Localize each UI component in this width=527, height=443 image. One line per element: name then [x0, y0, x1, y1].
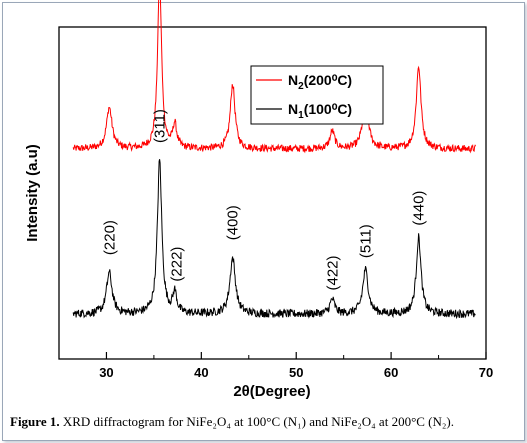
figure-caption: Figure 1. XRD diffractogram for NiFe₂O₄ … — [10, 414, 520, 430]
peak-label-440: (440) — [411, 191, 428, 226]
caption-text: XRD diffractogram for NiFe₂O₄ at 100°C (… — [59, 414, 455, 429]
caption-label: Figure 1. — [10, 414, 60, 429]
peak-label-422: (422) — [324, 255, 341, 290]
legend: N2(200⁰C) N1(100⁰C) — [250, 65, 384, 125]
x-tick-label-30: 30 — [99, 365, 113, 380]
series-line-n1 — [72, 159, 476, 320]
xrd-chart: 30 40 50 60 70 (220) (311) (222) (400) (422) (511… — [24, 0, 493, 400]
legend-box — [250, 65, 384, 125]
x-tick-label-60: 60 — [384, 365, 398, 380]
peak-label-220: (220) — [101, 220, 118, 255]
legend-label-n2: N2(200⁰C) — [288, 72, 352, 92]
x-tick-label-40: 40 — [194, 365, 208, 380]
legend-label-n1: N1(100⁰C) — [288, 101, 352, 121]
y-axis-title: Intensity (a.u) — [24, 144, 41, 242]
peak-label-511: (511) — [358, 224, 375, 258]
series-line-n2 — [72, 0, 477, 154]
peak-label-222: (222) — [169, 247, 186, 282]
x-tick-label-70: 70 — [479, 365, 493, 380]
x-tick-label-50: 50 — [289, 365, 303, 380]
peak-label-311: (311) — [152, 109, 169, 143]
x-axis-title: 2θ(Degree) — [233, 383, 310, 400]
peak-label-400: (400) — [225, 205, 242, 240]
